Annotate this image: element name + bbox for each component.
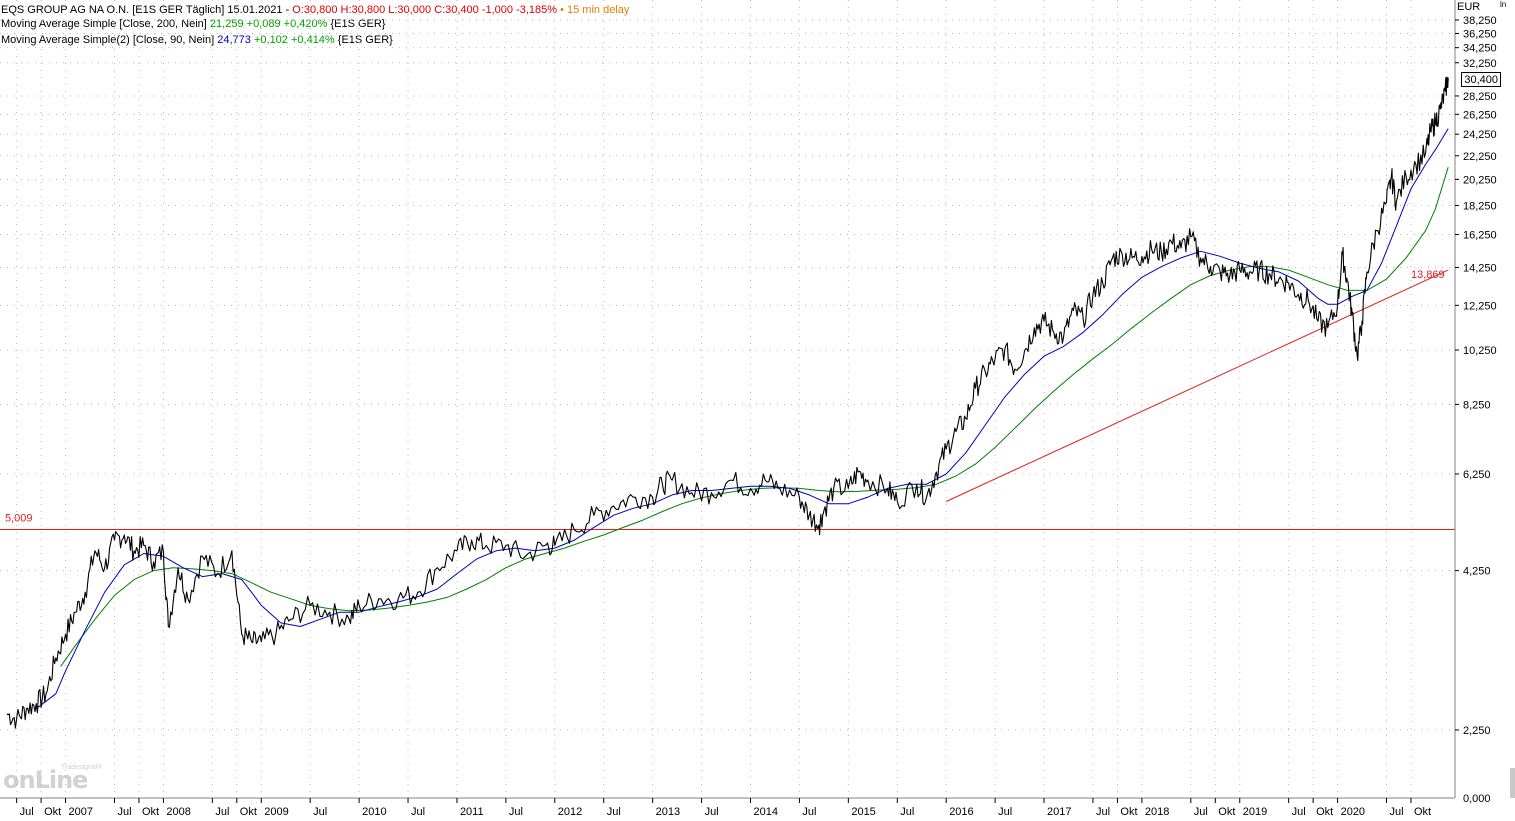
- y-tick-label: 34,250: [1463, 43, 1497, 55]
- x-tick-label: 2008: [166, 806, 190, 818]
- y-tick-label: 24,250: [1463, 129, 1497, 141]
- y-tick-label: 32,250: [1463, 58, 1497, 70]
- chart-grid: [0, 0, 1455, 798]
- x-tick-label: Jul: [1390, 806, 1404, 818]
- x-tick-label: 2016: [949, 806, 973, 818]
- x-tick-label: Jul: [607, 806, 621, 818]
- y-tick-label: 14,250: [1463, 262, 1497, 274]
- x-tick-label: 2014: [753, 806, 777, 818]
- currency-label: EUR: [1457, 1, 1480, 13]
- x-tick-label: Jul: [20, 806, 34, 818]
- y-tick-label: 20,250: [1463, 174, 1497, 186]
- x-tick-label: 2012: [558, 806, 582, 818]
- y-tick-label: 18,250: [1463, 200, 1497, 212]
- x-tick-label: Okt: [44, 806, 61, 818]
- x-tick-label: 2017: [1047, 806, 1071, 818]
- y-tick-label: 10,250: [1463, 345, 1497, 357]
- y-tick-label: 8,250: [1463, 399, 1491, 411]
- x-tick-label: 2018: [1145, 806, 1169, 818]
- x-tick-label: Okt: [1120, 806, 1137, 818]
- x-tick-label: 2019: [1243, 806, 1267, 818]
- title-separator: -: [282, 4, 293, 16]
- x-tick-label: Jul: [802, 806, 816, 818]
- ma90-series-line: [35, 128, 1449, 710]
- y-tick-label: 16,250: [1463, 230, 1497, 242]
- y-tick-label: 38,250: [1463, 15, 1497, 27]
- ma200-exchange: {E1S GER}: [330, 18, 386, 30]
- last-price-marker: 30,400: [1461, 72, 1501, 87]
- x-tick-label: Okt: [1316, 806, 1333, 818]
- x-tick-label: Jul: [900, 806, 914, 818]
- x-tick-label: Jul: [1096, 806, 1110, 818]
- x-tick-label: Jul: [117, 806, 131, 818]
- scrollbar-thumb[interactable]: [1510, 768, 1515, 798]
- trend-line-label: 13,869: [1411, 269, 1445, 281]
- tradesignal-logo: onLine Tradesignal®: [3, 762, 103, 794]
- ma90-change: +0,102 +0,414%: [253, 34, 335, 46]
- support-trend-line: [945, 269, 1449, 502]
- y-tick-label-bottom: 0,000: [1463, 793, 1491, 805]
- x-tick-label: Okt: [1414, 806, 1431, 818]
- chart-series: 5,009 13,869: [0, 76, 1455, 729]
- x-tick-label: Jul: [1194, 806, 1208, 818]
- x-tick-label: 2020: [1341, 806, 1365, 818]
- resistance-line-label: 5,009: [5, 512, 33, 524]
- ma90-legend: Moving Average Simple(2) [Close, 90, Nei…: [1, 34, 393, 47]
- ma200-series-line: [60, 167, 1449, 667]
- price-series-line: [6, 76, 1449, 729]
- ma200-change: +0,089 +0,420%: [246, 18, 328, 30]
- y-tick-label: 36,250: [1463, 28, 1497, 40]
- x-tick-label: 2015: [851, 806, 875, 818]
- x-tick-label: 2007: [69, 806, 93, 818]
- ma200-value: 21,259: [209, 18, 244, 30]
- x-tick-label: Jul: [411, 806, 425, 818]
- x-tick-label: Jul: [509, 806, 523, 818]
- y-tick-label: 4,250: [1463, 566, 1491, 578]
- delay-notice: • 15 min delay: [560, 4, 630, 16]
- ma200-label: Moving Average Simple [Close, 200, Nein]: [1, 18, 207, 30]
- y-tick-label: 12,250: [1463, 300, 1497, 312]
- ma90-label: Moving Average Simple(2) [Close, 90, Nei…: [1, 34, 215, 46]
- x-tick-label: Okt: [240, 806, 257, 818]
- x-tick-label: Jul: [705, 806, 719, 818]
- scale-mode-label[interactable]: ln: [1500, 0, 1506, 9]
- x-tick-label: Okt: [142, 806, 159, 818]
- logo-text: onLine: [3, 766, 88, 794]
- y-tick-label: 26,250: [1463, 109, 1497, 121]
- x-tick-label: 2011: [460, 806, 484, 818]
- y-tick-label: 2,250: [1463, 725, 1491, 737]
- x-tick-label: Jul: [313, 806, 327, 818]
- y-tick-label: 28,250: [1463, 91, 1497, 103]
- ma200-legend: Moving Average Simple [Close, 200, Nein]…: [1, 18, 386, 31]
- y-tick-label: 22,250: [1463, 151, 1497, 163]
- ma90-value: 24,773: [217, 34, 251, 46]
- x-tick-label: 2009: [264, 806, 288, 818]
- x-tick-label: 2013: [656, 806, 680, 818]
- x-tick-label: Jul: [1292, 806, 1306, 818]
- x-tick-label: Okt: [1218, 806, 1235, 818]
- x-tick-label: Jul: [215, 806, 229, 818]
- logo-subtext: Tradesignal®: [61, 764, 103, 771]
- y-tick-label: 6,250: [1463, 469, 1491, 481]
- ohlc-values: O:30,800 H:30,800 L:30,000 C:30,400 -1,0…: [292, 4, 558, 16]
- x-tick-label: 2010: [362, 806, 386, 818]
- x-tick-label: Jul: [998, 806, 1012, 818]
- ma90-exchange: {E1S GER}: [337, 34, 393, 46]
